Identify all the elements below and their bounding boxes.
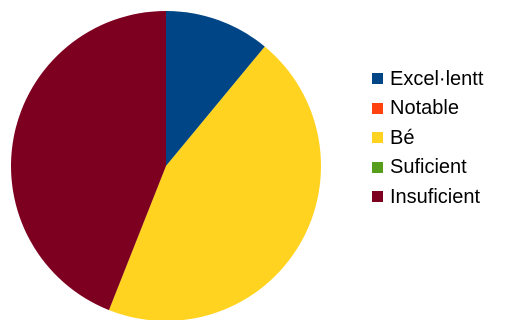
legend-swatch <box>372 102 383 114</box>
legend-item: Suficient <box>372 153 483 183</box>
pie-slice-excel-lentt <box>166 11 265 166</box>
legend-label: Notable <box>390 97 459 120</box>
legend-swatch <box>372 73 383 85</box>
pie-slice-insuficient <box>11 10 167 311</box>
legend-label: Excel·lentt <box>390 67 484 90</box>
legend-label: Bé <box>390 126 415 149</box>
legend-label: Suficient <box>390 156 467 179</box>
legend-item: Insuficient <box>372 182 483 212</box>
legend-item: Excel·lentt <box>372 64 483 94</box>
legend-item: Bé <box>372 123 483 153</box>
legend-swatch <box>372 191 383 203</box>
chart-legend: Excel·lentt Notable Bé Suficient Insuficient <box>372 64 483 212</box>
pie-slice-b <box>108 46 321 320</box>
legend-item: Notable <box>372 94 483 124</box>
legend-swatch <box>372 132 383 144</box>
legend-swatch <box>372 161 383 173</box>
legend-label: Insuficient <box>390 185 481 208</box>
